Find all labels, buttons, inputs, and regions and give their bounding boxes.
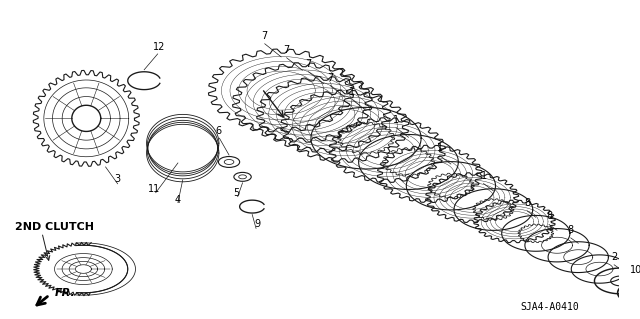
Text: 7: 7 [284,45,290,55]
Text: 8: 8 [546,211,552,221]
Text: 8: 8 [524,198,531,208]
Text: 11: 11 [148,184,160,194]
Text: 1: 1 [349,87,355,97]
Text: 7: 7 [327,73,333,83]
Text: FR.: FR. [54,288,75,298]
Text: 1: 1 [393,115,399,125]
Text: 7: 7 [305,59,312,69]
Text: 3: 3 [115,174,121,184]
Text: 6: 6 [216,126,221,136]
Text: 5: 5 [234,188,240,198]
Text: 8: 8 [568,225,574,235]
Text: 4: 4 [175,195,181,204]
Text: 2ND CLUTCH: 2ND CLUTCH [15,222,94,233]
Text: 1: 1 [436,143,443,152]
Text: 7: 7 [262,31,268,41]
Text: 9: 9 [254,219,260,229]
Text: 2: 2 [611,252,617,262]
Text: 1: 1 [481,171,486,181]
Text: SJA4-A0410: SJA4-A0410 [520,302,579,312]
Text: 12: 12 [154,42,166,52]
Text: 10: 10 [630,265,640,275]
